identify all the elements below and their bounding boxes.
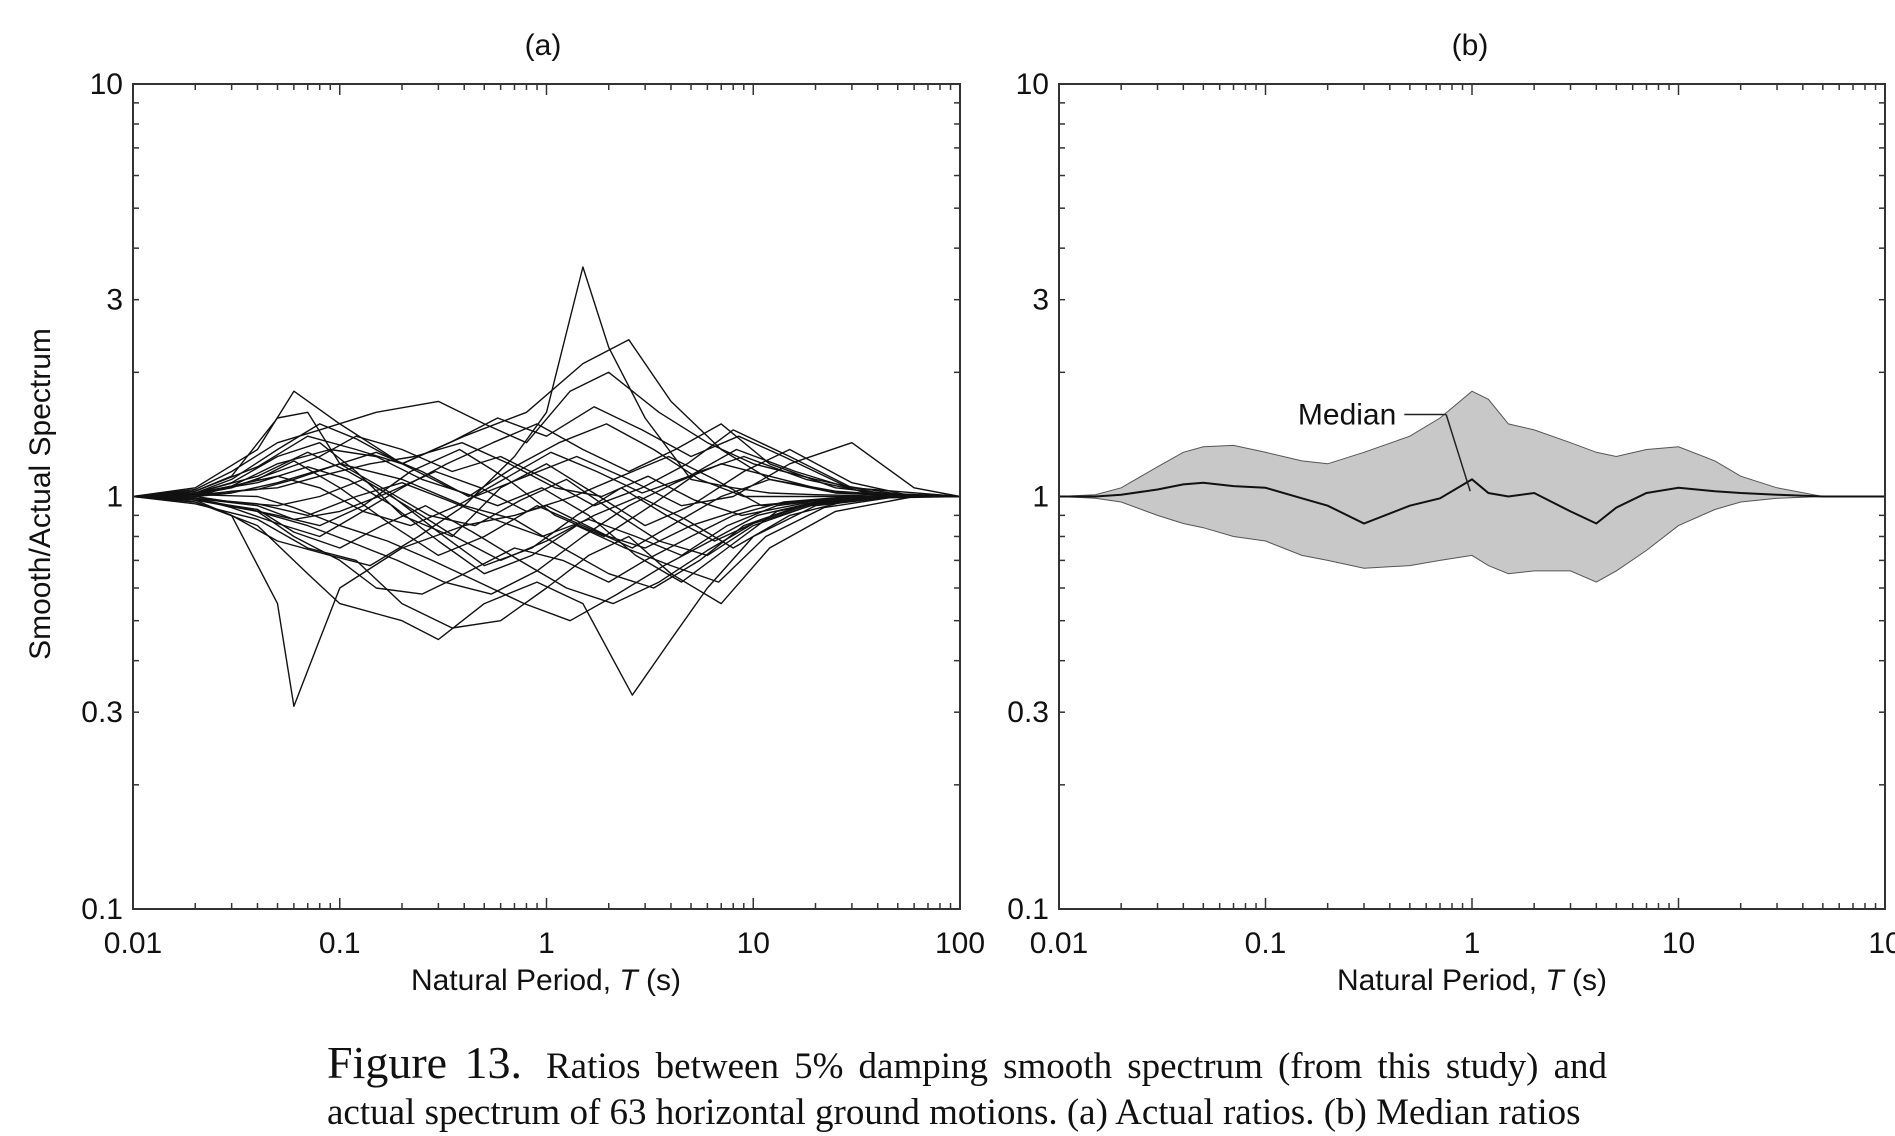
- panel-b-std-band: [1059, 390, 1885, 583]
- panel-b-x-tick-label: 0.01: [1030, 927, 1088, 960]
- panel-a-ratio-curve: [133, 442, 960, 517]
- panel-a-ratio-curve: [133, 455, 960, 521]
- figure-caption-label: Figure 13.: [327, 1037, 522, 1088]
- panel-a-y-tick-label: 0.1: [81, 893, 123, 926]
- median-annotation: Median: [1298, 399, 1471, 492]
- panel-b-label: (b): [1452, 29, 1489, 62]
- panel-b-x-axis-label-prefix: Natural Period,: [1337, 964, 1545, 997]
- panel-a-x-tick-label: 0.1: [319, 927, 361, 960]
- panel-a-ratio-curve: [133, 371, 960, 498]
- panel-a-y-tick-label: 0.3: [81, 696, 123, 729]
- panel-a-ratio-curve: [133, 442, 960, 538]
- panel-a-ratio-curve: [133, 460, 960, 557]
- panel-a: (a) Smooth/Actual Spectrum 0.01 0.1 1 10 100…: [24, 29, 985, 997]
- panel-a-x-axis-label-suffix: (s): [638, 964, 681, 997]
- median-annotation-text: Median: [1298, 399, 1396, 432]
- panel-b-x-axis-label-suffix: (s): [1564, 964, 1607, 997]
- panel-a-plot-frame: [132, 83, 961, 910]
- panel-a-ratio-curve: [133, 339, 960, 498]
- panel-b-y-tick-label: 0.3: [1007, 696, 1049, 729]
- panel-a-ratio-curve: [133, 406, 960, 498]
- panel-a-y-tick-label: 1: [106, 481, 123, 514]
- panel-a-ratio-curve: [133, 466, 960, 583]
- figure-caption: Figure 13. Ratios between 5% damping smoo…: [327, 1040, 1607, 1136]
- panel-a-series-group: [133, 266, 960, 707]
- panel-a-ratio-curve: [133, 451, 960, 567]
- panel-b-y-tick-label: 10: [1016, 68, 1049, 101]
- panel-a-ratio-curve: [133, 494, 960, 622]
- panel-b-y-tick-label: 3: [1032, 284, 1049, 317]
- panel-a-x-tick-label: 0.01: [104, 927, 162, 960]
- panel-b-x-axis-label: Natural Period, T (s): [1337, 964, 1607, 997]
- panel-a-y-tick-label: 3: [106, 284, 123, 317]
- panel-a-ratio-curve: [133, 482, 960, 557]
- panel-a-x-tick-label: 1: [538, 927, 555, 960]
- panel-a-x-axis-label-prefix: Natural Period,: [411, 964, 619, 997]
- panel-b-median-line: [1059, 478, 1885, 525]
- panel-a-ratio-curve: [133, 495, 960, 707]
- panel-b-x-axis-label-var: T: [1545, 964, 1566, 997]
- panel-b-y-tick-label: 0.1: [1007, 893, 1049, 926]
- panel-b-x-tick-label: 10: [1662, 927, 1695, 960]
- panel-a-ratio-curve: [133, 266, 960, 507]
- panel-b-plot-frame: [1058, 83, 1886, 910]
- panel-a-ratio-curve: [133, 495, 960, 696]
- panel-a-ratio-curve: [133, 495, 960, 595]
- panel-a-x-tick-label: 10: [737, 927, 770, 960]
- figure-caption-text: Ratios between 5% damping smooth spectru…: [327, 1046, 1607, 1133]
- panel-a-x-axis-label: Natural Period, T (s): [411, 964, 681, 997]
- panel-a-y-tick-label: 10: [90, 68, 123, 101]
- panel-a-ratio-curve: [133, 495, 960, 589]
- panel-a-x-axis-label-var: T: [619, 964, 640, 997]
- panel-b-y-tick-label: 1: [1032, 481, 1049, 514]
- panel-a-y-axis-label: Smooth/Actual Spectrum: [24, 328, 57, 660]
- panel-a-ratio-curve: [133, 423, 960, 538]
- panel-b-series-group: [1059, 390, 1885, 583]
- panel-b-x-tick-label: 10: [1868, 927, 1895, 960]
- panel-a-ratio-curve: [133, 448, 960, 527]
- median-annotation-pointer: [1445, 414, 1471, 492]
- panel-a-ratio-curve: [133, 423, 960, 583]
- panel-b-x-tick-label: 0.1: [1245, 927, 1287, 960]
- panel-a-ratio-curve: [133, 429, 960, 507]
- panel-a-label: (a): [525, 29, 562, 62]
- panel-a-ratio-curve: [133, 463, 960, 557]
- panel-a-ratio-curve: [133, 442, 960, 507]
- panel-b-x-tick-label: 1: [1464, 927, 1481, 960]
- panel-a-ratio-curve: [133, 495, 960, 629]
- panel-a-x-tick-label: 100: [935, 927, 985, 960]
